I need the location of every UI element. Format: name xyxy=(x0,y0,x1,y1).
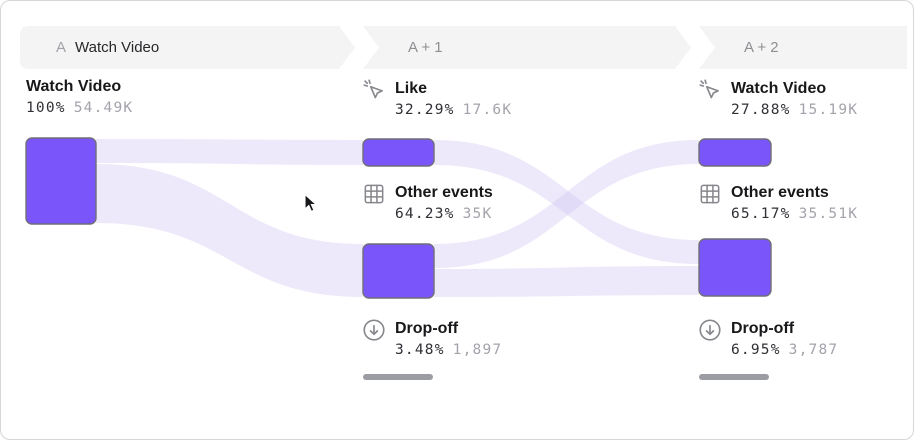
step-label-3[interactable]: A + 2 xyxy=(744,39,779,56)
step-segment-1[interactable] xyxy=(20,26,355,69)
flow-watchvideo-to-otherevents[interactable] xyxy=(96,164,363,297)
node-title: Other events xyxy=(395,184,493,201)
dropoff-bar-step1[interactable] xyxy=(363,374,433,380)
flow-like-to-otherevents[interactable] xyxy=(434,140,699,264)
mouse-cursor xyxy=(304,194,318,213)
dropoff-icon xyxy=(697,317,723,343)
node-label-step2-otherevents: Other events 65.17% 35.51K xyxy=(697,183,858,223)
step-segment-3[interactable] xyxy=(699,26,907,69)
node-label-step1-otherevents: Other events 64.23% 35K xyxy=(361,183,493,223)
node-percent: 6.95% xyxy=(731,342,781,358)
node-percent: 3.48% xyxy=(395,342,445,358)
node-percent: 27.88% xyxy=(731,102,791,118)
node-label-step0-watchvideo: Watch Video 100% 54.49K xyxy=(26,77,133,117)
node-block-step1-like[interactable] xyxy=(362,138,435,167)
node-label-step2-watchvideo: Watch Video 27.88% 15.19K xyxy=(697,79,858,119)
node-count: 35K xyxy=(462,206,493,222)
step-badge: A xyxy=(56,39,67,56)
click-icon xyxy=(697,77,723,103)
node-percent: 32.29% xyxy=(395,102,455,118)
step-breadcrumb xyxy=(20,26,907,69)
grid-icon xyxy=(361,181,387,207)
step-segment-2[interactable] xyxy=(363,26,691,69)
node-values: 65.17% 35.51K xyxy=(731,206,858,223)
node-percent: 65.17% xyxy=(731,206,791,222)
flow-otherevents-to-watchvideo[interactable] xyxy=(434,140,699,268)
node-label-step2-dropoff: Drop-off 6.95% 3,787 xyxy=(697,319,838,359)
grid-icon xyxy=(697,181,723,207)
node-values: 3.48% 1,897 xyxy=(395,342,502,359)
click-icon xyxy=(361,77,387,103)
node-count: 3,787 xyxy=(788,342,839,358)
step-name: Watch Video xyxy=(75,39,160,56)
node-count: 35.51K xyxy=(798,206,859,222)
step-label-1[interactable]: A Watch Video xyxy=(56,26,159,69)
node-percent: 100% xyxy=(26,100,66,116)
flow-otherevents-to-otherevents[interactable] xyxy=(434,266,699,297)
node-block-step2-watchvideo[interactable] xyxy=(698,138,772,167)
node-count: 54.49K xyxy=(73,100,134,116)
node-values: 100% 54.49K xyxy=(26,100,133,117)
node-count: 1,897 xyxy=(452,342,503,358)
node-percent: 64.23% xyxy=(395,206,455,222)
node-count: 15.19K xyxy=(798,102,859,118)
node-title: Drop-off xyxy=(731,320,795,337)
node-values: 27.88% 15.19K xyxy=(731,102,858,119)
node-label-step1-like: Like 32.29% 17.6K xyxy=(361,79,512,119)
node-label-step1-dropoff: Drop-off 3.48% 1,897 xyxy=(361,319,502,359)
node-block-step1-otherevents[interactable] xyxy=(362,243,435,299)
step-label-2[interactable]: A + 1 xyxy=(408,39,443,56)
node-title: Watch Video xyxy=(731,80,827,97)
flow-watchvideo-to-like[interactable] xyxy=(96,139,363,165)
node-title: Like xyxy=(395,80,428,97)
node-title: Watch Video xyxy=(26,78,122,95)
dropoff-bar-step2[interactable] xyxy=(699,374,769,380)
node-values: 64.23% 35K xyxy=(395,206,493,223)
node-block-step2-otherevents[interactable] xyxy=(698,238,772,297)
node-block-step0-watchvideo[interactable] xyxy=(25,137,97,225)
node-values: 32.29% 17.6K xyxy=(395,102,512,119)
node-values: 6.95% 3,787 xyxy=(731,342,838,359)
node-title: Drop-off xyxy=(395,320,459,337)
node-count: 17.6K xyxy=(462,102,513,118)
dropoff-icon xyxy=(361,317,387,343)
node-title: Other events xyxy=(731,184,829,201)
